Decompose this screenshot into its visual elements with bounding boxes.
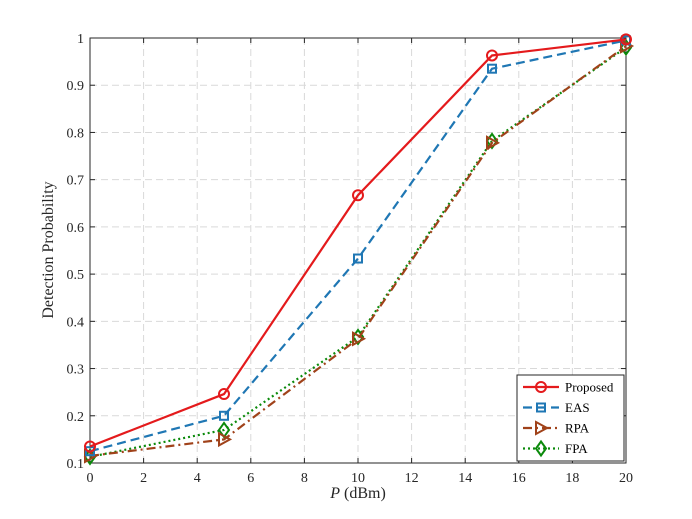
series-group [83, 33, 635, 466]
x-tick-label: 14 [458, 471, 472, 486]
x-tick-label: 12 [405, 471, 419, 486]
legend-label-eas: EAS [565, 400, 590, 415]
data-point-rpa [620, 38, 635, 54]
y-tick-label: 0.2 [67, 410, 85, 425]
x-tick-label: 6 [247, 471, 254, 486]
series-line-rpa [89, 45, 627, 458]
x-tick-label: 8 [301, 471, 308, 486]
series-proposed [84, 33, 632, 453]
legend: Proposed EAS RPA FPA [516, 374, 625, 462]
legend-marker-proposed [535, 381, 547, 393]
series-line-eas [89, 39, 627, 453]
data-point-rpa [218, 431, 233, 448]
x-axis-label: P (dBm) [329, 485, 386, 502]
legend-label-rpa: RPA [565, 421, 590, 436]
x-tick-label: 10 [351, 471, 365, 486]
legend-marker-rpa [535, 420, 550, 436]
y-tick-label: 0.5 [67, 268, 85, 283]
x-tick-label: 18 [565, 471, 579, 486]
legend-entry-fpa: FPA [523, 439, 588, 458]
legend-marker-fpa [534, 439, 548, 458]
x-axis-variable: P [329, 485, 340, 502]
data-point-rpa [486, 135, 501, 151]
axis-ticks: 0 2 4 6 8 10 12 14 16 18 20 0.1 0.2 0.3 0.4 0.5 0.6 0.7 0.… [67, 32, 634, 486]
y-tick-label: 0.4 [67, 315, 85, 330]
data-point-eas [219, 410, 229, 421]
y-tick-label: 0.8 [67, 126, 85, 141]
data-point-proposed [352, 189, 364, 202]
legend-entry-proposed: Proposed [523, 380, 614, 395]
data-point-eas [85, 446, 95, 457]
x-tick-label: 2 [140, 471, 147, 486]
y-tick-label: 0.3 [67, 363, 85, 378]
y-tick-label: 0.1 [67, 457, 85, 472]
legend-label-fpa: FPA [565, 441, 588, 456]
data-point-eas [487, 63, 497, 74]
x-tick-label: 20 [619, 471, 633, 486]
y-tick-label: 0.7 [67, 174, 85, 189]
data-point-proposed [620, 33, 632, 46]
legend-label-proposed: Proposed [565, 380, 614, 395]
y-tick-label: 0.6 [67, 221, 85, 236]
data-point-proposed [486, 49, 498, 62]
data-point-proposed [84, 440, 96, 453]
x-tick-label: 4 [194, 471, 201, 486]
data-point-rpa [352, 331, 367, 347]
data-point-eas [353, 253, 363, 264]
data-point-proposed [218, 388, 230, 401]
y-tick-label: 1 [77, 32, 84, 47]
x-tick-label: 0 [87, 471, 94, 486]
legend-marker-eas [536, 402, 546, 413]
x-tick-label: 16 [512, 471, 526, 486]
series-line-proposed [89, 38, 627, 448]
legend-entry-rpa: RPA [523, 420, 590, 436]
x-axis-unit: (dBm) [340, 485, 386, 502]
y-axis-label: Detection Probability [40, 181, 57, 318]
y-tick-label: 0.9 [67, 79, 85, 94]
legend-box [516, 374, 625, 462]
legend-entry-eas: EAS [523, 400, 590, 415]
